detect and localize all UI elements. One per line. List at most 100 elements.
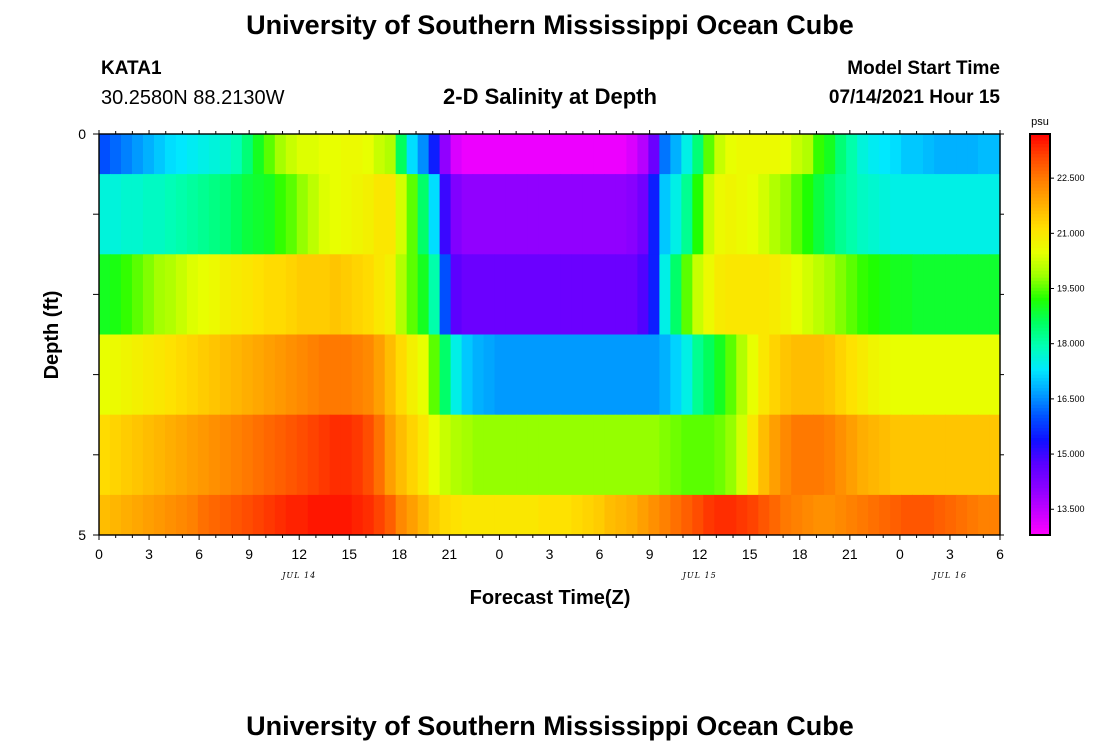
colorbar-swatch xyxy=(1030,374,1050,379)
heatmap-cell xyxy=(956,334,968,416)
heatmap-cell xyxy=(351,334,364,416)
heatmap-cell xyxy=(406,134,419,175)
heatmap-cell xyxy=(428,414,441,496)
station-coords: 30.2580N 88.2130W xyxy=(101,87,285,109)
heatmap-cell xyxy=(659,174,671,255)
heatmap-cell xyxy=(791,134,803,175)
heatmap-cell xyxy=(703,414,715,496)
heatmap-cell xyxy=(417,134,430,175)
colorbar-swatch xyxy=(1030,164,1050,169)
heatmap-cell xyxy=(373,134,386,175)
heatmap-cell xyxy=(351,254,364,335)
heatmap-cell xyxy=(109,334,122,416)
heatmap-cell xyxy=(934,134,946,175)
heatmap-cell xyxy=(824,254,836,335)
heatmap-cell xyxy=(593,334,606,416)
heatmap-cell xyxy=(263,134,276,175)
heatmap-cell xyxy=(945,334,957,416)
heatmap-cell xyxy=(692,174,704,255)
colorbar-swatch xyxy=(1030,367,1050,372)
heatmap-cell xyxy=(714,174,726,255)
heatmap-cell xyxy=(153,174,166,255)
heatmap-cell xyxy=(549,134,562,175)
heatmap-cell xyxy=(197,334,210,416)
heatmap-cell xyxy=(989,174,1001,255)
colorbar-swatch xyxy=(1030,184,1050,189)
heatmap-cell xyxy=(978,494,990,536)
heatmap-cell xyxy=(549,414,562,496)
heatmap-cell xyxy=(615,414,628,496)
heatmap-cell xyxy=(164,174,177,255)
heatmap-cell xyxy=(813,254,825,335)
heatmap-cell xyxy=(362,334,375,416)
heatmap-cell xyxy=(516,254,529,335)
heatmap-cell xyxy=(692,414,704,496)
heatmap-cell xyxy=(516,414,529,496)
heatmap-cell xyxy=(241,174,254,255)
heatmap-cell xyxy=(725,134,737,175)
heatmap-cell xyxy=(230,414,243,496)
footer-title: University of Southern Mississippi Ocean… xyxy=(246,711,854,741)
heatmap-cell xyxy=(681,134,693,175)
heatmap-cell xyxy=(615,254,628,335)
colorbar-swatch xyxy=(1030,257,1050,262)
heatmap-cell xyxy=(769,494,781,536)
heatmap-cell xyxy=(472,334,485,416)
heatmap-cell xyxy=(494,414,507,496)
colorbar-swatch xyxy=(1030,381,1050,386)
heatmap-cell xyxy=(131,134,144,175)
heatmap-cell xyxy=(791,494,803,536)
heatmap-cell xyxy=(329,414,342,496)
heatmap-cell xyxy=(186,414,199,496)
colorbar-swatch xyxy=(1030,401,1050,406)
colorbar-swatch xyxy=(1030,391,1050,396)
heatmap-cell xyxy=(637,174,649,255)
heatmap-cell xyxy=(505,494,518,536)
colorbar-swatch xyxy=(1030,157,1050,162)
heatmap-cell xyxy=(494,494,507,536)
heatmap-cell xyxy=(219,494,232,536)
heatmap-cell xyxy=(505,254,518,335)
heatmap-cell xyxy=(791,334,803,416)
heatmap-cell xyxy=(912,334,924,416)
heatmap-cell xyxy=(978,254,990,335)
heatmap-cell xyxy=(439,494,452,536)
heatmap-cell xyxy=(329,174,342,255)
station-id: KATA1 xyxy=(101,58,162,79)
heatmap-cell xyxy=(714,254,726,335)
heatmap-cell xyxy=(835,494,847,536)
heatmap-cell xyxy=(857,414,869,496)
heatmap-cell xyxy=(164,494,177,536)
heatmap-cell xyxy=(725,254,737,335)
colorbar-swatch xyxy=(1030,384,1050,389)
heatmap-cell xyxy=(472,134,485,175)
heatmap-cell xyxy=(824,494,836,536)
heatmap-cell xyxy=(648,494,660,536)
heatmap-cell xyxy=(857,134,869,175)
heatmap-cell xyxy=(923,134,935,175)
heatmap-cell xyxy=(571,134,584,175)
colorbar-swatch xyxy=(1030,237,1050,242)
heatmap-cell xyxy=(560,254,573,335)
colorbar-swatch xyxy=(1030,528,1050,533)
heatmap-cell xyxy=(241,334,254,416)
heatmap-cell xyxy=(736,414,748,496)
x-tick-label: 3 xyxy=(946,546,954,562)
heatmap-cell xyxy=(241,494,254,536)
heatmap-cell xyxy=(516,174,529,255)
heatmap-cell xyxy=(362,254,375,335)
heatmap-cell xyxy=(131,254,144,335)
heatmap-cell xyxy=(307,174,320,255)
heatmap-cell xyxy=(967,254,979,335)
heatmap-cell xyxy=(230,254,243,335)
heatmap-cell xyxy=(725,174,737,255)
heatmap-cell xyxy=(538,414,551,496)
heatmap-cell xyxy=(714,414,726,496)
heatmap-cell xyxy=(956,494,968,536)
y-axis-label: Depth (ft) xyxy=(41,291,63,380)
heatmap-cell xyxy=(219,134,232,175)
heatmap-cell xyxy=(549,174,562,255)
colorbar-swatch xyxy=(1030,411,1050,416)
heatmap-cell xyxy=(197,414,210,496)
heatmap-cell xyxy=(483,174,496,255)
